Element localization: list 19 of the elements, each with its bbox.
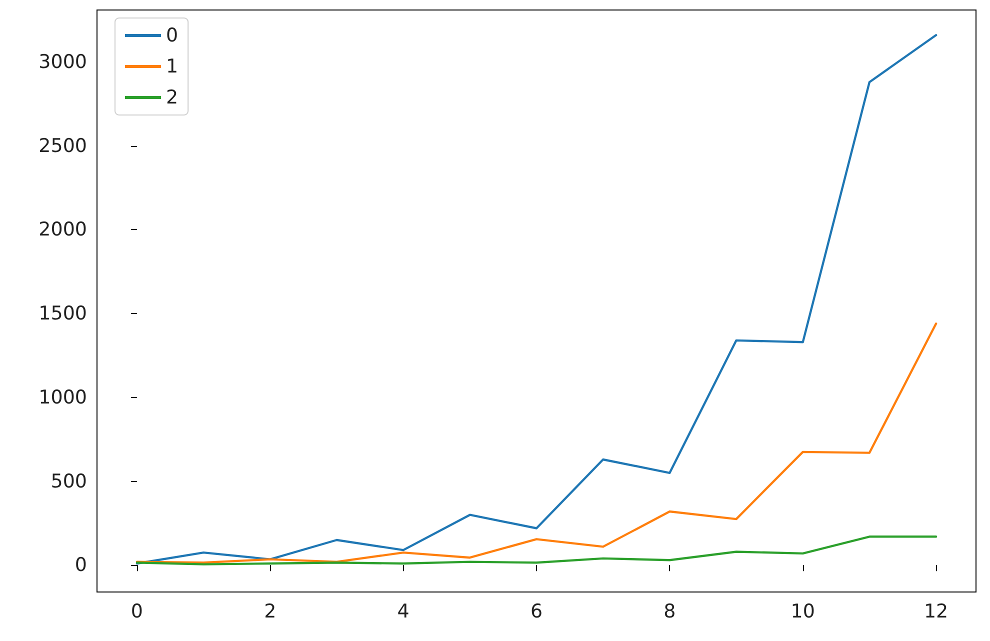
legend-label: 2: [166, 86, 178, 108]
legend-label: 0: [166, 24, 178, 46]
y-tick-label: 3000: [38, 50, 87, 73]
legend-label: 1: [166, 56, 178, 78]
line-series: [136, 322, 938, 564]
x-tick-label: 12: [924, 600, 948, 622]
line-series: [136, 536, 938, 566]
x-tick-label: 8: [664, 600, 676, 622]
y-tick-label: 2000: [38, 218, 87, 241]
y-tick-label: 1500: [38, 302, 87, 325]
y-tick-label: 500: [50, 470, 87, 492]
x-tick-label: 0: [130, 600, 143, 622]
x-tick-label: 4: [397, 600, 410, 622]
y-tick-label: 1000: [38, 386, 87, 408]
x-tick-label: 10: [790, 600, 815, 622]
x-tick-label: 6: [530, 600, 543, 622]
y-tick-label: 0: [74, 554, 87, 576]
x-tick-label: 2: [264, 600, 276, 622]
y-tick-label: 2500: [38, 134, 87, 157]
